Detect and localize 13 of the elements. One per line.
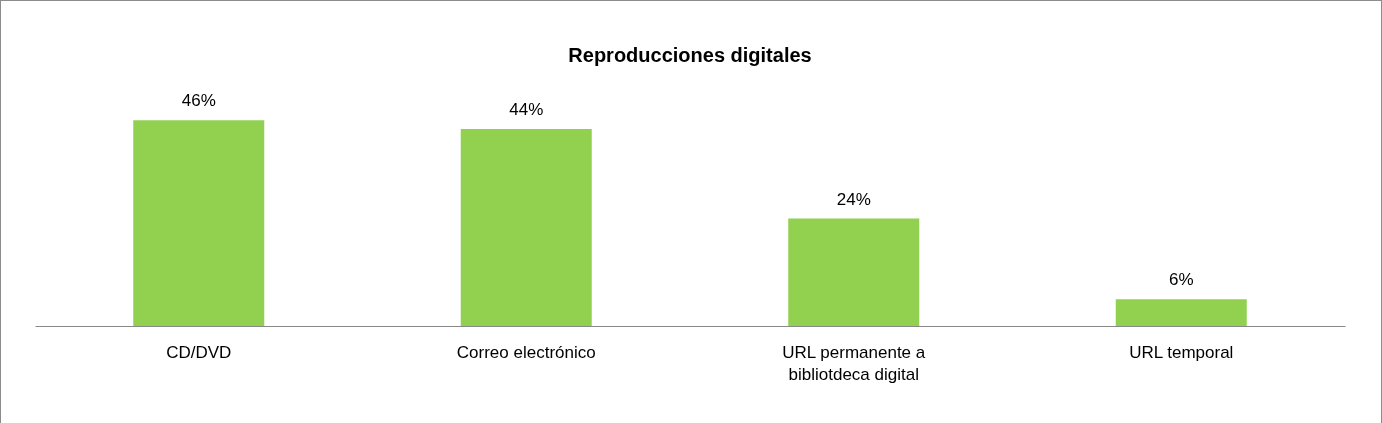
data-label: 6% — [1168, 270, 1194, 290]
data-label: 24% — [836, 189, 871, 209]
x-tick-label: URL permanente a bibliotdeca digital — [782, 342, 926, 384]
data-label: 44% — [509, 100, 544, 120]
bar — [788, 218, 920, 326]
bar — [460, 129, 592, 326]
data-label: 46% — [181, 91, 216, 111]
bar — [1115, 299, 1247, 326]
x-tick-label: URL temporal — [1129, 342, 1234, 362]
x-tick-label: Correo electrónico — [456, 342, 596, 362]
x-tick-label: CD/DVD — [166, 342, 232, 362]
chart-title: Reproducciones digitales — [568, 44, 812, 66]
bar — [133, 120, 265, 326]
